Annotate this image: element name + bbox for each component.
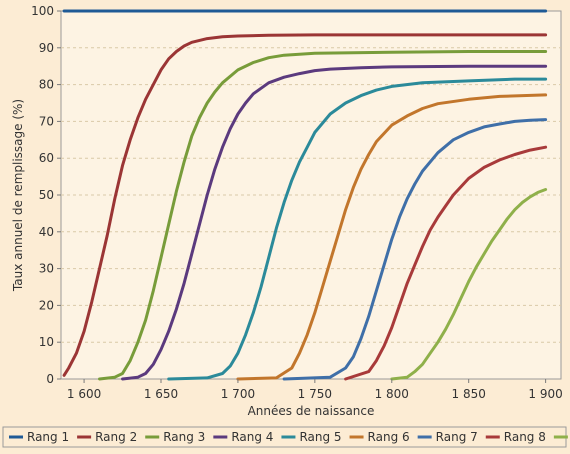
y-tick-label: 10 (39, 335, 54, 349)
legend-label: Rang 2 (95, 430, 137, 444)
x-tick-label: 1 750 (298, 387, 332, 401)
y-tick-label: 40 (39, 225, 54, 239)
x-tick-label: 1 650 (144, 387, 178, 401)
x-tick-label: 1 850 (452, 387, 486, 401)
legend-item-rang-1: Rang 1 (9, 430, 69, 444)
legend-item-rang-6: Rang 6 (349, 430, 410, 444)
y-tick-label: 80 (39, 78, 54, 92)
legend-item-rang-4: Rang 4 (213, 430, 273, 444)
y-tick-label: 100 (31, 4, 54, 18)
legend-item-rang-9: Rang 9 (553, 435, 568, 439)
series-line-rang-4 (121, 64, 548, 381)
y-axis-title: Taux annuel de remplissage (%) (11, 99, 25, 292)
y-tick-label: 50 (39, 188, 54, 202)
legend-label: Rang 6 (368, 430, 410, 444)
series-line-rang-7 (282, 118, 548, 381)
legend-label: Rang 1 (27, 430, 69, 444)
legend-item-rang-3: Rang 3 (145, 430, 205, 444)
legend-item-rang-5: Rang 5 (281, 430, 342, 444)
series-line-rang-5 (167, 77, 548, 381)
y-tick-label: 30 (39, 262, 54, 276)
series-lines (62, 9, 548, 381)
x-tick-label: 1 800 (375, 387, 409, 401)
x-tick-label: 1 900 (528, 387, 562, 401)
y-axis: 0 10 20 30 40 50 60 70 80 90 100 (31, 4, 61, 386)
x-tick-label: 1 600 (67, 387, 101, 401)
x-tick-label: 1 700 (221, 387, 255, 401)
legend-label: Rang 4 (231, 430, 273, 444)
series-line-rang-6 (236, 93, 548, 381)
grid (61, 47, 561, 343)
legend-label: Rang 3 (163, 430, 205, 444)
series-line-rang-9 (390, 188, 548, 381)
legend-label: Rang 8 (504, 430, 546, 444)
y-tick-label: 70 (39, 114, 54, 128)
series-line-rang-3 (98, 50, 548, 381)
legend-item-rang-7: Rang 7 (417, 430, 478, 444)
legend-label: Rang 7 (436, 430, 478, 444)
x-axis-title: Années de naissance (248, 404, 375, 418)
legend-item-rang-8: Rang 8 (485, 430, 546, 444)
y-tick-label: 0 (46, 372, 54, 386)
y-tick-label: 60 (39, 151, 54, 165)
legend-label: Rang 5 (299, 430, 341, 444)
series-line-rang-2 (62, 33, 548, 377)
x-axis: 1 600 1 650 1 700 1 750 1 800 1 850 1 900 (67, 379, 563, 401)
y-tick-label: 20 (39, 298, 54, 312)
legend-item-rang-2: Rang 2 (77, 430, 137, 444)
y-tick-label: 90 (39, 41, 54, 55)
series-line-rang-8 (344, 145, 548, 381)
legend: Rang 1 Rang 2 Rang 3 Rang 4 Rang 5 Rang 6 Rang… (9, 430, 568, 444)
